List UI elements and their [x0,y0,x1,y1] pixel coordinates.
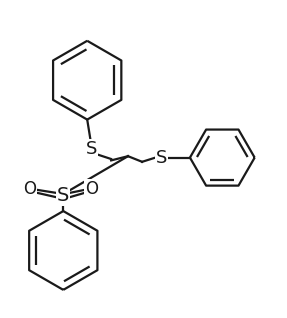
Text: S: S [156,149,168,167]
Text: O: O [85,180,98,197]
Text: O: O [23,180,36,197]
Text: S: S [86,140,97,158]
Text: S: S [57,186,69,205]
